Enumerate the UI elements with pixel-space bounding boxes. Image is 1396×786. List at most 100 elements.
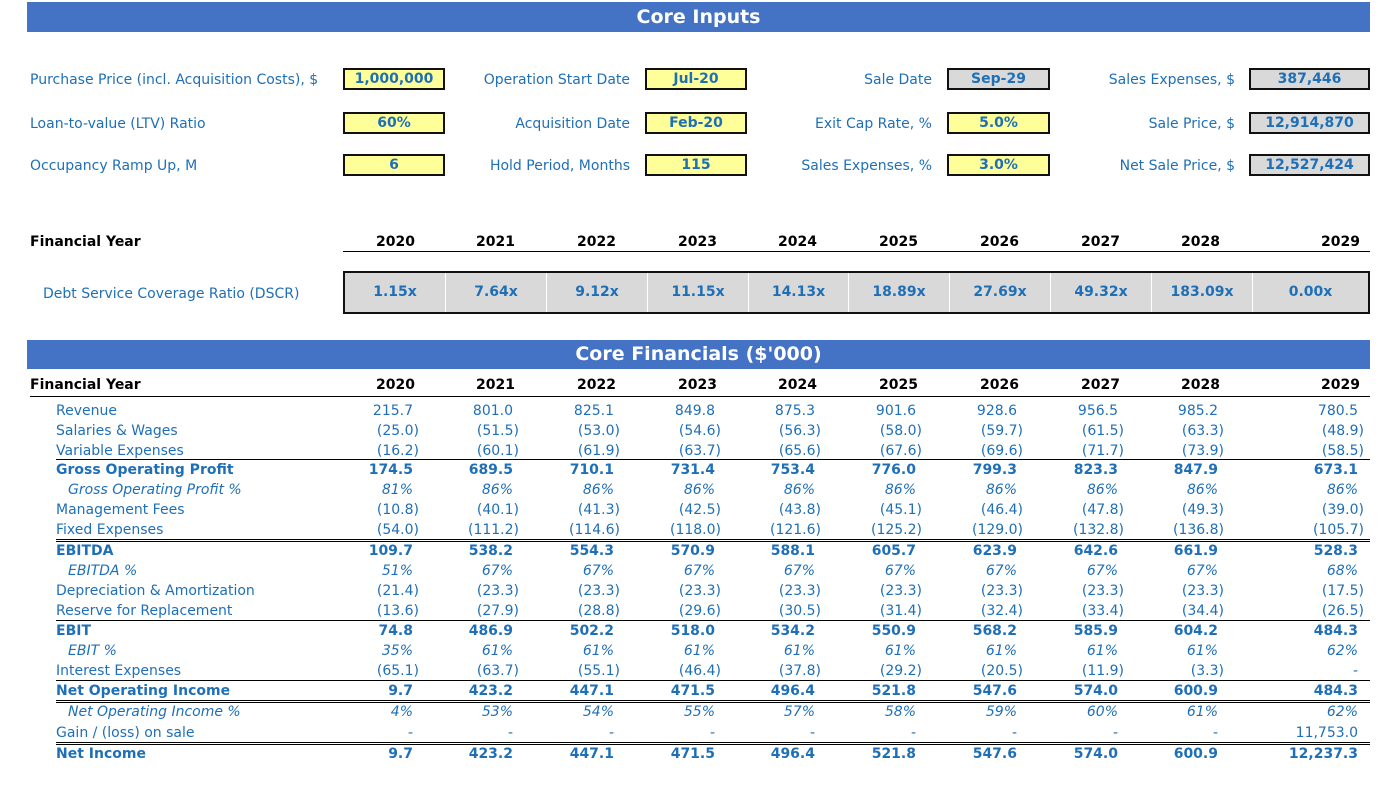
row-label: Net Operating Income [56,683,231,699]
table-cell: 86% [1326,482,1358,498]
table-cell: - [1352,663,1358,679]
ramp-field[interactable]: 6 [343,154,445,176]
table-cell: 673.1 [1313,462,1358,478]
table-cell: (39.0) [1321,502,1364,518]
dscr-value-2024: 14.13x [749,273,849,312]
table-cell: (65.1) [376,663,419,679]
table-cell: (71.7) [1081,443,1124,459]
table-cell: 849.8 [674,403,715,419]
dscr-value-2020: 1.15x [345,273,446,312]
purchase-price-field[interactable]: 1,000,000 [343,68,445,90]
sale-date-field: Sep-29 [947,68,1050,90]
table-cell: 59% [985,704,1017,720]
table-cell: 484.3 [1313,683,1358,699]
year-2023: 2023 [678,234,717,250]
table-cell: - [1212,725,1218,741]
table-cell: 661.9 [1173,543,1218,559]
table-cell: - [809,725,815,741]
table-cell: (61.9) [577,443,620,459]
table-cell: 471.5 [670,746,715,762]
table-cell: (65.6) [778,443,821,459]
table-cell: (60.1) [476,443,519,459]
table-cell: 600.9 [1173,746,1218,762]
table-cell: (111.2) [467,522,519,538]
table-cell: (63.7) [678,443,721,459]
table-cell: 574.0 [1073,683,1118,699]
row-label: EBITDA % [68,563,138,579]
table-cell: (121.6) [769,522,821,538]
acq-date-field[interactable]: Feb-20 [645,112,747,134]
table-cell: 55% [683,704,715,720]
row-label: Gross Operating Profit [56,462,234,478]
table-cell: 62% [1326,643,1358,659]
table-cell: (26.5) [1321,603,1364,619]
year-2028: 2028 [1181,377,1220,393]
table-cell: 215.7 [372,403,413,419]
table-cell: (23.3) [476,583,519,599]
table-cell: 753.4 [770,462,815,478]
dscr-row: 1.15x 7.64x 9.12x 11.15x 14.13x 18.89x 27.69x 4… [343,271,1370,314]
table-cell: 62% [1326,704,1358,720]
table-cell: (23.3) [778,583,821,599]
table-cell: 521.8 [871,746,916,762]
row-label: Interest Expenses [56,663,182,679]
table-cell: 547.6 [972,683,1017,699]
table-cell: 776.0 [871,462,916,478]
ramp-label: Occupancy Ramp Up, M [30,158,198,174]
year-2027: 2027 [1081,377,1120,393]
purchase-price-label: Purchase Price (incl. Acquisition Costs)… [30,72,319,88]
table-cell: 86% [683,482,715,498]
table-cell: 985.2 [1177,403,1218,419]
table-cell: 928.6 [976,403,1017,419]
table-cell: 486.9 [468,623,513,639]
table-cell: 568.2 [972,623,1017,639]
sales-exp-pct-field[interactable]: 3.0% [947,154,1050,176]
table-cell: 528.3 [1313,543,1358,559]
table-cell: (45.1) [879,502,922,518]
table-cell: (51.5) [476,423,519,439]
year-2024: 2024 [778,377,817,393]
sale-price-label: Sale Price, $ [1148,116,1235,132]
year-header-rule [343,251,1370,252]
table-cell: 86% [884,482,916,498]
table-cell: 801.0 [472,403,513,419]
table-cell: 61% [1186,704,1218,720]
table-cell: 61% [683,643,715,659]
year-2026: 2026 [980,234,1019,250]
table-cell: 67% [683,563,715,579]
row-separator [56,620,1370,621]
op-start-field[interactable]: Jul-20 [645,68,747,90]
ltv-field[interactable]: 60% [343,112,445,134]
table-cell: 109.7 [368,543,413,559]
table-cell: 67% [582,563,614,579]
table-cell: (17.5) [1321,583,1364,599]
year-2020: 2020 [376,234,415,250]
table-cell: 623.9 [972,543,1017,559]
table-cell: 61% [783,643,815,659]
net-sale-price-field: 12,527,424 [1249,154,1370,176]
dscr-value-2021: 7.64x [446,273,547,312]
table-cell: 61% [1186,643,1218,659]
hold-field[interactable]: 115 [645,154,747,176]
exit-cap-field[interactable]: 5.0% [947,112,1050,134]
table-cell: 53% [481,704,513,720]
table-cell: 538.2 [468,543,513,559]
year-2020: 2020 [376,377,415,393]
row-label: Variable Expenses [56,443,184,459]
table-cell: 554.3 [569,543,614,559]
table-cell: (73.9) [1181,443,1224,459]
sales-exp-label: Sales Expenses, $ [1108,72,1235,88]
table-cell: 4% [390,704,413,720]
table-cell: - [507,725,513,741]
row-label: EBIT % [68,643,117,659]
row-label: Gain / (loss) on sale [56,725,195,741]
table-cell: (37.8) [778,663,821,679]
table-cell: 574.0 [1073,746,1118,762]
table-cell: (20.5) [980,663,1023,679]
table-cell: 447.1 [569,683,614,699]
table-cell: (33.4) [1081,603,1124,619]
table-cell: (31.4) [879,603,922,619]
row-label: EBITDA [56,543,114,559]
table-cell: 67% [985,563,1017,579]
table-cell: (69.6) [980,443,1023,459]
